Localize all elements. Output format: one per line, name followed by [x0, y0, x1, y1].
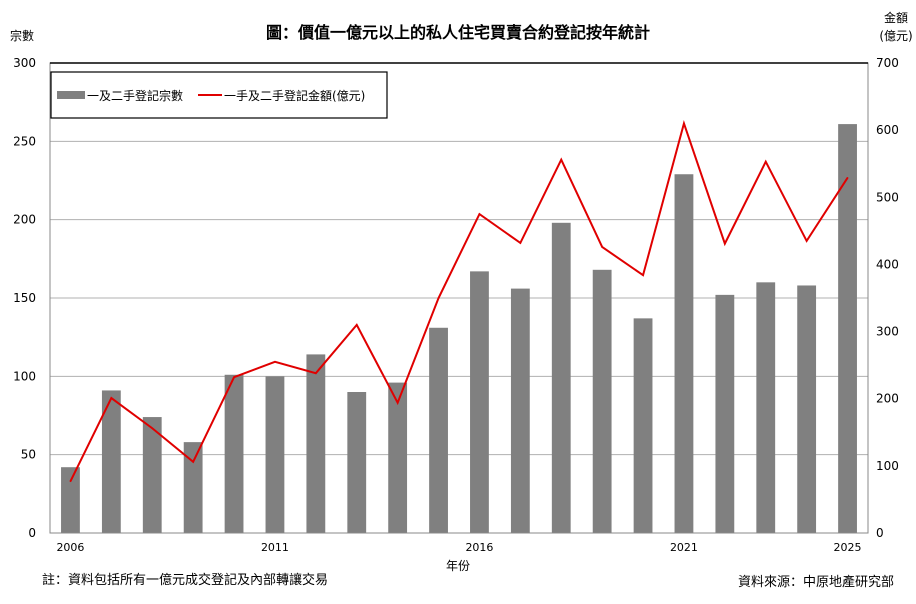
right-tick-label: 0 — [876, 526, 884, 540]
left-tick-label: 100 — [13, 369, 36, 383]
legend-label-line: 一手及二手登記金額(億元) — [224, 88, 365, 103]
footnote: 註：資料包括所有一億元成交登記及內部轉讓交易 — [42, 572, 328, 588]
legend-swatch-bar — [57, 91, 85, 99]
line-point-2011 — [274, 360, 276, 363]
bar-2013 — [347, 392, 367, 533]
right-tick-label: 300 — [876, 325, 899, 339]
right-tick-label: 200 — [876, 392, 899, 406]
right-axis-label-line1: 金額 — [884, 10, 908, 25]
line-point-2019 — [601, 246, 603, 248]
x-tick-label: 2006 — [56, 541, 84, 554]
line-point-2010 — [233, 376, 235, 379]
bar-2012 — [306, 354, 326, 533]
bar-2023 — [756, 282, 776, 533]
line-point-2017 — [519, 242, 522, 244]
bar-2011 — [265, 376, 285, 533]
bar-2007 — [101, 390, 121, 533]
right-tick-label: 700 — [876, 56, 899, 70]
bar-2010 — [224, 374, 244, 533]
right-tick-label: 400 — [876, 257, 899, 271]
right-tick-label: 600 — [876, 123, 899, 137]
line-point-2006 — [69, 480, 72, 483]
line-point-2016 — [478, 213, 481, 215]
bar-2014 — [388, 382, 408, 533]
line-point-2012 — [315, 372, 317, 375]
left-tick-label: 250 — [13, 134, 36, 148]
chart-title: 圖：價值一億元以上的私人住宅買賣合約登記按年統計 — [266, 23, 650, 42]
right-tick-label: 100 — [876, 459, 899, 473]
line-point-2022 — [724, 242, 726, 245]
legend-label-bar: 一及二手登記宗數 — [87, 88, 183, 103]
source-note: 資料來源：中原地產研究部 — [738, 574, 894, 590]
line-point-2024 — [805, 240, 808, 242]
line-point-2025 — [846, 177, 849, 179]
bar-2006 — [61, 467, 80, 533]
bar-2021 — [674, 174, 694, 533]
left-tick-label: 300 — [13, 56, 36, 70]
left-axis-label: 宗數 — [10, 28, 34, 43]
bar-2008 — [142, 417, 162, 533]
line-point-2013 — [355, 324, 358, 326]
left-tick-label: 50 — [21, 448, 36, 462]
line-point-2009 — [192, 461, 194, 463]
left-tick-label: 200 — [13, 213, 36, 227]
bar-2017 — [510, 288, 530, 533]
line-point-2023 — [764, 160, 767, 163]
x-tick-label: 2016 — [465, 541, 493, 554]
bar-2022 — [715, 294, 735, 533]
amount-line — [69, 119, 849, 482]
right-tick-label: 500 — [876, 190, 899, 204]
bar-2025 — [838, 124, 857, 533]
bar-2009 — [183, 442, 203, 533]
line-point-2008 — [151, 427, 154, 430]
line-point-2020 — [642, 274, 644, 276]
x-tick-label: 2021 — [670, 541, 698, 554]
left-tick-label: 150 — [13, 291, 36, 305]
bar-2020 — [633, 318, 653, 533]
bar-2016 — [470, 271, 489, 533]
line-point-2018 — [560, 158, 563, 161]
bar-2018 — [551, 222, 571, 534]
line-point-2007 — [110, 397, 113, 399]
right-axis-label-line2: (億元) — [879, 29, 912, 43]
x-tick-label: 2011 — [261, 541, 289, 554]
line-point-2014 — [396, 401, 399, 404]
legend: 一及二手登記宗數 一手及二手登記金額(億元) — [50, 71, 388, 119]
bar-2024 — [797, 285, 817, 533]
bar-2015 — [429, 327, 448, 533]
x-tick-label: 2025 — [834, 541, 862, 554]
line-point-2015 — [437, 297, 440, 299]
x-axis-label: 年份 — [446, 559, 470, 573]
bar-2019 — [592, 269, 612, 533]
left-tick-label: 0 — [28, 526, 36, 540]
line-point-2021 — [683, 122, 685, 125]
